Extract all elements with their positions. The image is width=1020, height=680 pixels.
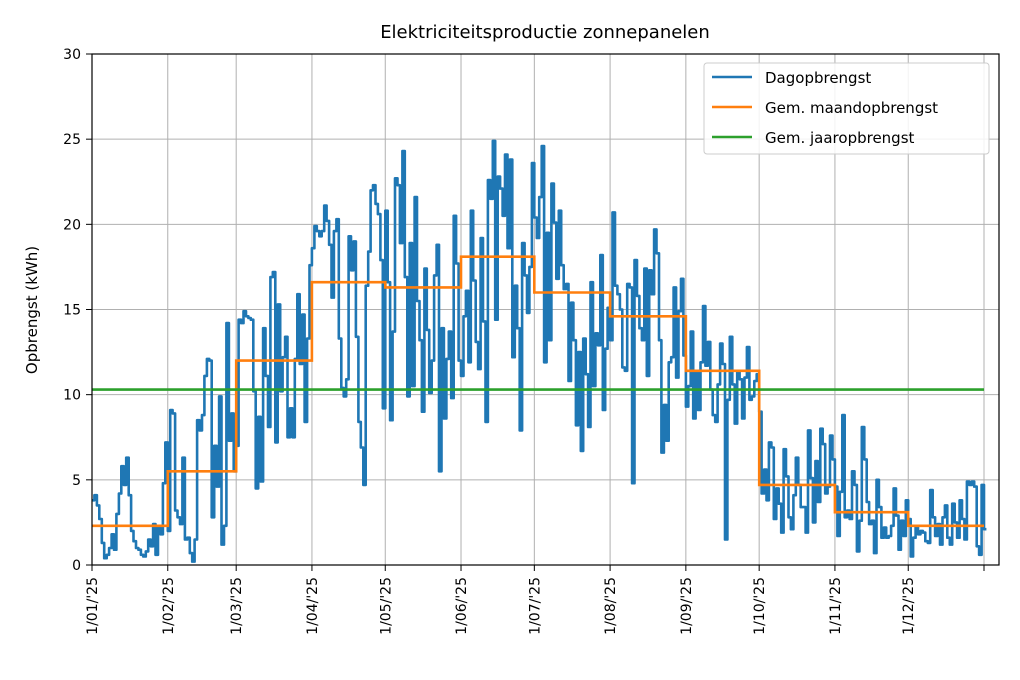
legend-label-maandopbrengst: Gem. maandopbrengst — [765, 99, 938, 117]
x-tick-label: 1/11/'25 — [828, 577, 844, 635]
y-axis-title: Opbrengst (kWh) — [23, 246, 41, 374]
legend-label-jaaropbrengst: Gem. jaaropbrengst — [765, 129, 915, 147]
x-tick-label: 1/01/'25 — [85, 577, 101, 635]
plot-area — [92, 139, 987, 563]
y-tick-label: 0 — [72, 558, 81, 574]
y-tick-label: 5 — [72, 473, 81, 489]
legend-box — [703, 62, 990, 155]
x-tick-label: 1/02/'25 — [161, 577, 177, 635]
chart-title: Elektriciteitsproductie zonnepanelen — [380, 22, 710, 43]
y-tick-label: 15 — [63, 303, 81, 319]
y-tick-label: 20 — [63, 217, 81, 233]
y-tick-label: 10 — [63, 388, 81, 404]
series-layer — [92, 139, 987, 563]
x-tick-label: 1/05/'25 — [378, 577, 394, 635]
x-tick-label: 1/03/'25 — [229, 577, 245, 635]
x-tick-label: 1/06/'25 — [454, 577, 470, 635]
x-tick-label: 1/08/'25 — [603, 577, 619, 635]
y-axis: 0 5 10 15 20 25 30 — [63, 47, 92, 574]
x-tick-label: 1/07/'25 — [527, 577, 543, 635]
y-tick-label: 25 — [63, 132, 81, 148]
legend[interactable]: Dagopbrengst Gem. maandopbrengst Gem. ja… — [703, 62, 990, 155]
x-tick-label: 1/09/'25 — [679, 577, 695, 635]
legend-label-dagopbrengst: Dagopbrengst — [765, 69, 871, 87]
series-line-maandopbrengst — [92, 255, 984, 528]
x-tick-label: 1/10/'25 — [752, 577, 768, 635]
series-line-dagopbrengst — [92, 139, 987, 563]
x-axis: 1/01/'25 1/02/'25 1/03/'25 1/04/'25 1/05/'25… — [85, 565, 985, 635]
y-tick-label: 30 — [63, 47, 81, 63]
x-tick-label: 1/12/'25 — [901, 577, 917, 635]
x-tick-label: 1/04/'25 — [305, 577, 321, 635]
